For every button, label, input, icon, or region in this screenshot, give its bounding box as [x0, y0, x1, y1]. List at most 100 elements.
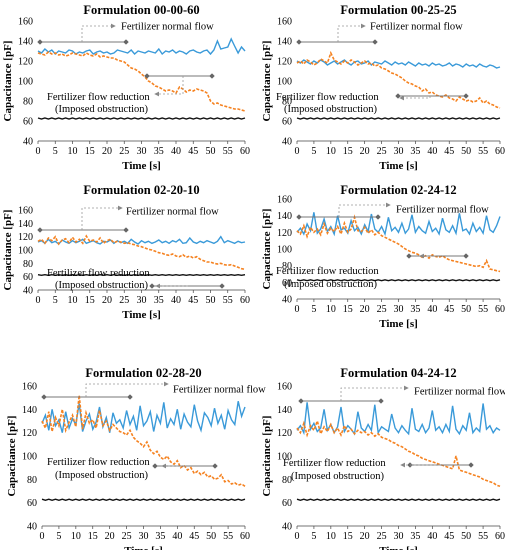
y-tick-label: 160 — [22, 382, 37, 393]
y-tick-label: 40 — [282, 137, 292, 148]
callout-connector — [399, 95, 431, 101]
x-tick-label: 40 — [171, 146, 181, 157]
x-tick-label: 5 — [311, 146, 316, 157]
x-tick-label: 30 — [394, 304, 404, 315]
x-tick-label: 30 — [394, 531, 404, 542]
series-line — [296, 498, 501, 502]
x-tick-label: 35 — [154, 295, 164, 306]
annotation-normal-flow: Fertilizer normal flow — [126, 207, 219, 218]
x-tick-label: 5 — [311, 531, 316, 542]
y-axis-label: Capacitance [pF] — [261, 416, 273, 497]
y-tick-label: 100 — [18, 77, 33, 88]
x-tick-label: 15 — [343, 531, 353, 542]
y-tick-label: 40 — [282, 522, 292, 533]
x-tick-label: 0 — [36, 295, 41, 306]
annotation-imposed-obstruction: (Imposed obstruction) — [55, 280, 149, 291]
y-tick-label: 80 — [27, 475, 37, 486]
chart-title: Formulation 02-24-12 — [340, 183, 456, 197]
x-tick-label: 20 — [360, 531, 370, 542]
x-tick-label: 30 — [394, 146, 404, 157]
x-axis-label: Time [s] — [379, 318, 418, 330]
x-tick-label: 20 — [360, 304, 370, 315]
y-tick-label: 120 — [277, 57, 292, 68]
chart-title: Formulation 00-25-25 — [340, 3, 456, 17]
y-tick-label: 100 — [277, 245, 292, 256]
annotation-imposed-obstruction: (Imposed obstruction) — [284, 104, 378, 115]
x-tick-label: 30 — [137, 146, 147, 157]
y-tick-label: 100 — [277, 452, 292, 463]
x-tick-label: 20 — [360, 146, 370, 157]
callout-connector — [81, 23, 116, 42]
y-tick-label: 40 — [282, 295, 292, 306]
x-tick-label: 35 — [410, 531, 420, 542]
x-tick-label: 0 — [295, 531, 300, 542]
series-line — [296, 117, 501, 120]
y-tick-label: 40 — [23, 137, 33, 148]
annotation-flow-reduction: Fertilizer flow reduction — [47, 457, 150, 468]
series-line — [41, 395, 246, 487]
x-tick-label: 55 — [478, 304, 488, 315]
y-tick-label: 140 — [18, 37, 33, 48]
x-tick-label: 55 — [223, 146, 233, 157]
x-tick-label: 45 — [189, 531, 199, 542]
y-tick-label: 40 — [23, 286, 33, 297]
chart-panel: Formulation 00-00-60 40 60 80 100 120 140 160 0 5… — [2, 3, 250, 172]
x-tick-label: 45 — [444, 531, 454, 542]
y-tick-label: 60 — [282, 498, 292, 509]
x-tick-label: 40 — [172, 531, 182, 542]
y-tick-label: 100 — [277, 77, 292, 88]
series-line — [296, 212, 501, 237]
y-tick-label: 80 — [282, 475, 292, 486]
x-tick-label: 20 — [102, 295, 112, 306]
chart-panel: Formulation 02-20-10 40 60 80 100 120 140 160 0 5… — [2, 183, 250, 321]
y-tick-label: 100 — [18, 246, 33, 257]
annotation-imposed-obstruction: (Imposed obstruction) — [55, 104, 149, 115]
x-tick-label: 10 — [326, 531, 336, 542]
x-tick-label: 60 — [240, 146, 250, 157]
x-tick-label: 35 — [154, 146, 164, 157]
y-tick-label: 160 — [18, 17, 33, 28]
x-tick-label: 50 — [206, 295, 216, 306]
annotation-normal-flow: Fertilizer normal flow — [370, 22, 463, 33]
y-tick-label: 60 — [282, 278, 292, 289]
x-tick-label: 20 — [102, 146, 112, 157]
x-tick-label: 0 — [295, 304, 300, 315]
x-tick-label: 55 — [223, 295, 233, 306]
y-tick-label: 160 — [277, 195, 292, 206]
x-tick-label: 15 — [85, 146, 95, 157]
x-tick-label: 30 — [139, 531, 149, 542]
x-tick-label: 5 — [53, 146, 58, 157]
series-line — [41, 498, 246, 502]
series-line — [37, 235, 246, 245]
y-tick-label: 120 — [277, 428, 292, 439]
x-tick-label: 5 — [311, 304, 316, 315]
x-tick-label: 60 — [240, 531, 250, 542]
x-tick-label: 25 — [377, 531, 387, 542]
x-tick-label: 15 — [88, 531, 98, 542]
x-tick-label: 10 — [326, 146, 336, 157]
y-tick-label: 80 — [282, 97, 292, 108]
x-tick-label: 10 — [68, 295, 78, 306]
x-tick-label: 10 — [326, 304, 336, 315]
series-line — [296, 279, 501, 282]
y-tick-label: 140 — [22, 405, 37, 416]
y-tick-label: 140 — [277, 405, 292, 416]
x-tick-label: 50 — [461, 531, 471, 542]
annotation-normal-flow: Fertilizer normal flow — [121, 22, 214, 33]
callout-connector — [338, 202, 391, 217]
series-line — [37, 37, 246, 56]
series-line — [296, 214, 501, 273]
x-tick-label: 55 — [223, 531, 233, 542]
y-axis-label: Capacitance [pF] — [2, 210, 14, 291]
y-axis-label: Capacitance [pF] — [6, 416, 18, 497]
x-tick-label: 15 — [343, 304, 353, 315]
x-tick-label: 35 — [410, 304, 420, 315]
y-tick-label: 80 — [282, 261, 292, 272]
x-tick-label: 35 — [155, 531, 165, 542]
y-axis-label: Capacitance [pF] — [2, 41, 14, 122]
series-line — [296, 50, 501, 109]
y-axis-label: Capacitance [pF] — [261, 209, 273, 290]
